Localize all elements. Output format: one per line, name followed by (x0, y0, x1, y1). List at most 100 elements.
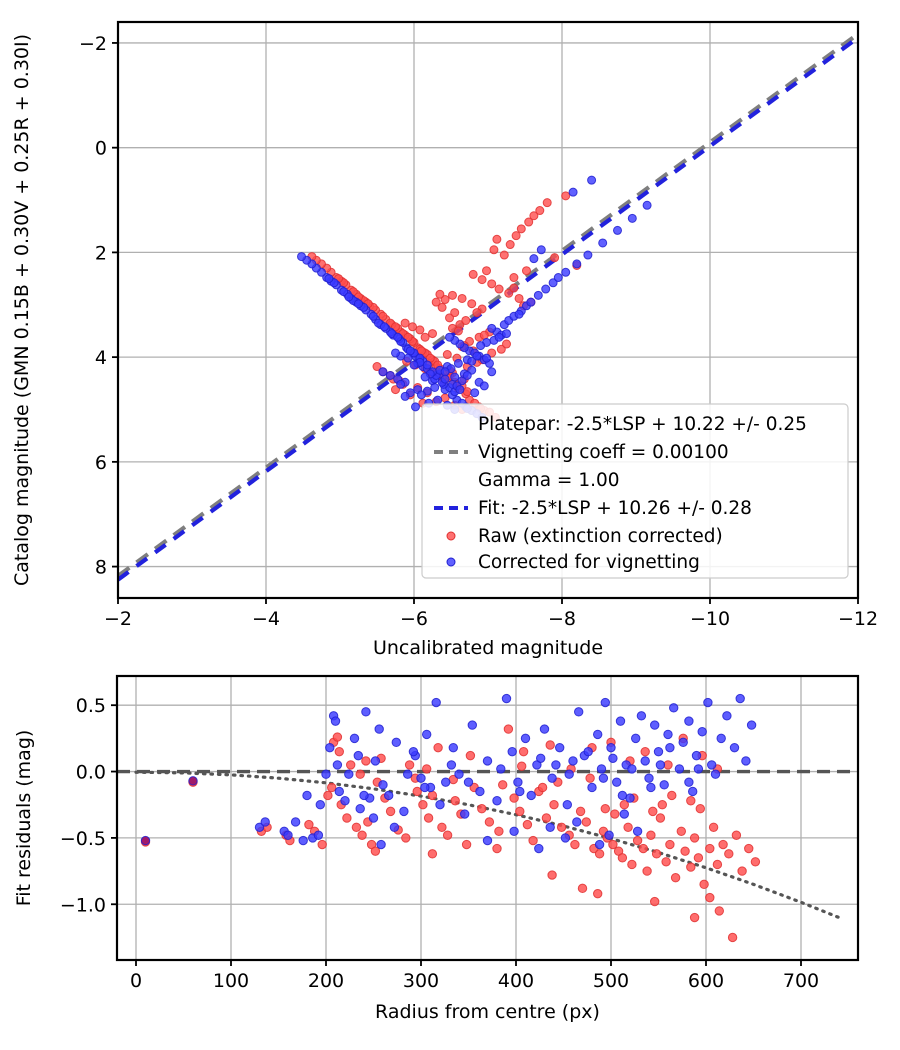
data-point (600, 697, 610, 708)
ytick-label: 0.0 (76, 762, 106, 784)
data-point (304, 819, 314, 830)
xtick-label: 400 (498, 970, 534, 992)
data-point (332, 760, 343, 770)
data-point (476, 341, 486, 351)
data-point (391, 322, 400, 332)
data-point (396, 379, 406, 389)
data-point (472, 308, 482, 318)
data-point (650, 896, 660, 907)
data-point (334, 746, 344, 757)
xtick-label: −2 (104, 608, 132, 630)
data-point (408, 322, 418, 332)
legend-item-label: Platepar: -2.5*LSP + 10.22 +/- 0.25 (478, 414, 807, 435)
data-point (302, 790, 312, 801)
data-point (323, 790, 333, 801)
panel2-yaxis-label: Fit residuals (mag) (13, 730, 35, 907)
data-point (714, 906, 724, 916)
data-point (502, 339, 511, 349)
data-point (665, 839, 675, 850)
data-point (509, 826, 519, 836)
data-point (547, 870, 557, 880)
data-point (612, 777, 622, 787)
data-point (627, 213, 637, 223)
data-point (561, 267, 571, 277)
data-point (254, 822, 265, 832)
data-point (344, 769, 354, 779)
data-point (632, 835, 643, 846)
data-point (529, 211, 539, 221)
data-point (494, 826, 504, 836)
xtick-label: −10 (690, 608, 730, 630)
data-point (659, 780, 669, 790)
data-point (542, 198, 552, 208)
data-point (378, 780, 388, 790)
panel1-ticks: −2 −4 −6 −8 −10 −12 −2 0 2 4 6 8 (79, 33, 878, 630)
data-point (663, 729, 673, 740)
data-point (636, 711, 647, 721)
data-point (453, 326, 463, 336)
data-point (556, 822, 567, 832)
data-point (354, 299, 363, 309)
panel1-xaxis-label: Uncalibrated magnitude (373, 637, 603, 659)
ytick-label: 8 (95, 557, 107, 579)
data-point (646, 782, 656, 793)
data-point (465, 750, 476, 761)
data-point (574, 707, 584, 717)
data-point (298, 835, 308, 846)
data-point (619, 809, 629, 819)
legend-item-label: Raw (extinction corrected) (478, 526, 723, 547)
data-point (400, 318, 410, 328)
data-point (446, 760, 457, 770)
data-point (585, 773, 595, 783)
data-point (517, 761, 527, 771)
data-point (708, 822, 719, 832)
data-point (359, 790, 369, 801)
data-point (623, 822, 633, 832)
data-point (606, 742, 616, 753)
xtick-label: 600 (688, 970, 724, 992)
data-point (409, 360, 419, 370)
panel2-scatter (140, 693, 761, 943)
data-point (400, 391, 410, 401)
data-point (617, 790, 628, 801)
data-point (492, 796, 502, 806)
data-point (699, 879, 709, 890)
data-point (317, 839, 327, 850)
data-point (722, 711, 732, 721)
data-point (550, 253, 560, 263)
data-point (655, 760, 666, 770)
data-point (689, 833, 700, 843)
data-point (716, 733, 726, 744)
data-point (750, 857, 761, 867)
data-point (368, 813, 379, 823)
data-point (435, 800, 445, 810)
data-point (691, 750, 702, 761)
data-point (505, 240, 515, 250)
data-point (410, 402, 420, 412)
data-point (475, 786, 485, 797)
data-point (657, 800, 667, 810)
data-point (619, 800, 629, 810)
data-point (499, 250, 509, 260)
data-point (492, 234, 502, 244)
legend-box (421, 403, 849, 579)
data-point (361, 756, 371, 766)
data-point (487, 348, 497, 358)
data-point (593, 729, 603, 740)
data-point (545, 822, 555, 832)
data-point (502, 329, 511, 339)
data-point (321, 769, 331, 779)
panel2-ticks: 0 100 200 300 400 500 600 700 0.5 0.0 −0.5 −1.0 (60, 695, 819, 992)
data-point (516, 224, 526, 234)
data-point (509, 273, 519, 283)
data-point (346, 760, 356, 770)
data-point (501, 693, 512, 704)
data-point (529, 254, 539, 264)
ytick-label: 2 (95, 242, 107, 264)
ytick-label: −1.0 (60, 894, 106, 916)
data-point (447, 290, 457, 300)
xtick-label: 200 (308, 970, 344, 992)
data-point (482, 266, 492, 276)
data-point (686, 862, 696, 872)
data-point (680, 846, 690, 856)
